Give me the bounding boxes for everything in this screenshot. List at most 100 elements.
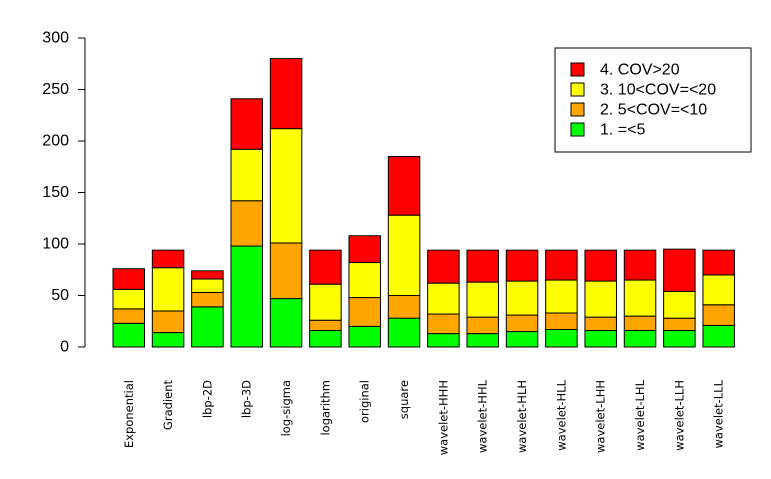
bar-segment bbox=[545, 279, 578, 314]
x-category-label: Exponential bbox=[122, 380, 136, 448]
bar-segment bbox=[545, 328, 578, 348]
x-category-label: wavelet-LLL bbox=[712, 379, 726, 448]
bar-stack-lbp-3D bbox=[230, 98, 263, 348]
legend-swatch bbox=[570, 102, 585, 117]
bar-segment bbox=[269, 58, 303, 130]
bar-stack-Exponential bbox=[112, 268, 145, 348]
bar-segment bbox=[309, 330, 342, 348]
legend-swatch bbox=[570, 82, 585, 97]
bar-segment bbox=[191, 306, 224, 348]
bar-segment bbox=[309, 283, 342, 321]
bar-segment bbox=[584, 316, 617, 332]
x-category-label: wavelet-LHH bbox=[594, 380, 608, 453]
legend-swatch bbox=[570, 62, 585, 77]
bar-stack-Gradient bbox=[151, 249, 185, 348]
bar-segment bbox=[466, 281, 499, 318]
bar-stack-square bbox=[387, 155, 421, 348]
y-tick-label: 50 bbox=[51, 287, 69, 304]
bar-segment bbox=[348, 262, 381, 299]
y-axis: 0 50 100 150 200 250 300 bbox=[42, 30, 86, 356]
bar-stack-wavelet-LLL bbox=[702, 249, 735, 348]
bar-segment bbox=[151, 310, 185, 334]
bar-segment bbox=[623, 330, 657, 348]
bar-segment bbox=[427, 313, 460, 335]
bar-stack-logarithm bbox=[309, 249, 342, 348]
bar-stack-lbp-2D bbox=[191, 270, 224, 348]
x-axis-labels: Exponential Gradient lbp-2D lbp-3D log-sigma… bbox=[122, 379, 726, 455]
bar-segment bbox=[387, 155, 421, 216]
y-tick-label: 250 bbox=[42, 81, 69, 98]
bar-segment bbox=[466, 333, 499, 348]
bar-stack-wavelet-HHL bbox=[466, 249, 499, 348]
bar-segment bbox=[427, 249, 460, 284]
bar-segment bbox=[230, 148, 263, 202]
bar-segment bbox=[112, 308, 145, 324]
y-tick-label: 100 bbox=[42, 236, 69, 253]
y-tick-label: 0 bbox=[60, 339, 69, 356]
bar-stack-wavelet-LLH bbox=[663, 248, 696, 348]
bar-segment bbox=[663, 317, 696, 332]
bar-segment bbox=[623, 315, 657, 332]
bar-stack-original bbox=[348, 235, 381, 348]
bar-segment bbox=[466, 316, 499, 335]
bar-segment bbox=[309, 249, 342, 285]
bar-segment bbox=[112, 322, 145, 348]
bar-segment bbox=[230, 200, 263, 247]
bar-segment bbox=[584, 330, 617, 348]
bar-stack-wavelet-HHH bbox=[427, 249, 460, 348]
x-category-label: lbp-2D bbox=[200, 380, 214, 418]
x-category-label: square bbox=[397, 380, 411, 419]
y-tick-label: 300 bbox=[42, 30, 69, 47]
bars bbox=[112, 58, 735, 348]
legend: 4. COV>20 3. 10<COV=<20 2. 5<COV=<10 1. =<5 bbox=[554, 47, 752, 153]
bar-segment bbox=[702, 324, 735, 348]
x-category-label: wavelet-HLL bbox=[554, 379, 568, 450]
bar-stack-wavelet-HLL bbox=[545, 249, 578, 348]
bar-segment bbox=[623, 279, 657, 317]
bar-segment bbox=[545, 249, 578, 281]
bar-segment bbox=[545, 312, 578, 330]
bar-segment bbox=[348, 297, 381, 327]
legend-swatch bbox=[570, 122, 585, 137]
x-category-label: logarithm bbox=[318, 380, 332, 436]
bar-stack-wavelet-LHH bbox=[584, 249, 617, 348]
bar-segment bbox=[191, 291, 224, 308]
bar-segment bbox=[427, 282, 460, 315]
bar-segment bbox=[663, 290, 696, 319]
bar-segment bbox=[466, 249, 499, 283]
x-category-label: wavelet-LHL bbox=[633, 379, 647, 450]
bar-segment bbox=[230, 245, 263, 348]
x-category-label: wavelet-HHL bbox=[476, 379, 490, 453]
bar-segment bbox=[112, 288, 145, 310]
legend-box bbox=[554, 47, 752, 153]
x-category-label: wavelet-LLH bbox=[672, 380, 686, 451]
y-tick-label: 150 bbox=[42, 184, 69, 201]
bar-segment bbox=[702, 304, 735, 326]
bar-segment bbox=[230, 98, 263, 150]
bar-segment bbox=[387, 214, 421, 296]
bar-segment bbox=[151, 332, 185, 348]
bar-segment bbox=[387, 295, 421, 319]
x-category-label: log-sigma bbox=[279, 380, 293, 436]
bar-segment bbox=[663, 248, 696, 292]
legend-label: 2. 5<COV=<10 bbox=[600, 102, 707, 119]
bar-segment bbox=[387, 317, 421, 348]
bar-segment bbox=[348, 235, 381, 264]
bar-segment bbox=[309, 319, 342, 332]
bar-segment bbox=[584, 280, 617, 318]
y-tick-label: 200 bbox=[42, 133, 69, 150]
bar-segment bbox=[584, 249, 617, 282]
legend-label: 4. COV>20 bbox=[600, 62, 680, 79]
bar-segment bbox=[151, 249, 185, 269]
bar-segment bbox=[269, 298, 303, 348]
bar-segment bbox=[505, 331, 539, 348]
bar-segment bbox=[151, 267, 185, 312]
bar-segment bbox=[191, 278, 224, 293]
legend-label: 3. 10<COV=<20 bbox=[600, 82, 716, 99]
bar-segment bbox=[505, 249, 539, 282]
bar-stack-wavelet-HLH bbox=[505, 249, 539, 348]
bar-segment bbox=[269, 128, 303, 244]
bar-segment bbox=[702, 274, 735, 306]
bar-stack-log-sigma bbox=[269, 58, 303, 348]
